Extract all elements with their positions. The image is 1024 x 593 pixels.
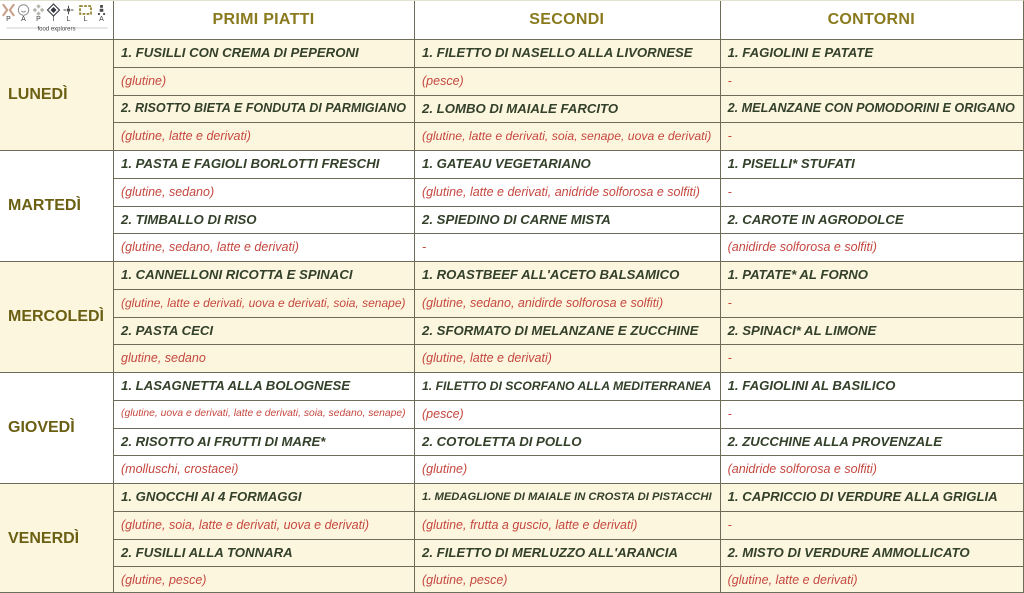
svg-text:P: P <box>6 16 11 23</box>
svg-text:food explorers: food explorers <box>37 27 75 33</box>
svg-text:P: P <box>36 16 41 23</box>
svg-text:I: I <box>52 16 54 23</box>
svg-text:L: L <box>83 16 87 23</box>
svg-text:L: L <box>66 16 70 23</box>
svg-text:A: A <box>21 16 26 23</box>
svg-text:A: A <box>99 16 104 23</box>
